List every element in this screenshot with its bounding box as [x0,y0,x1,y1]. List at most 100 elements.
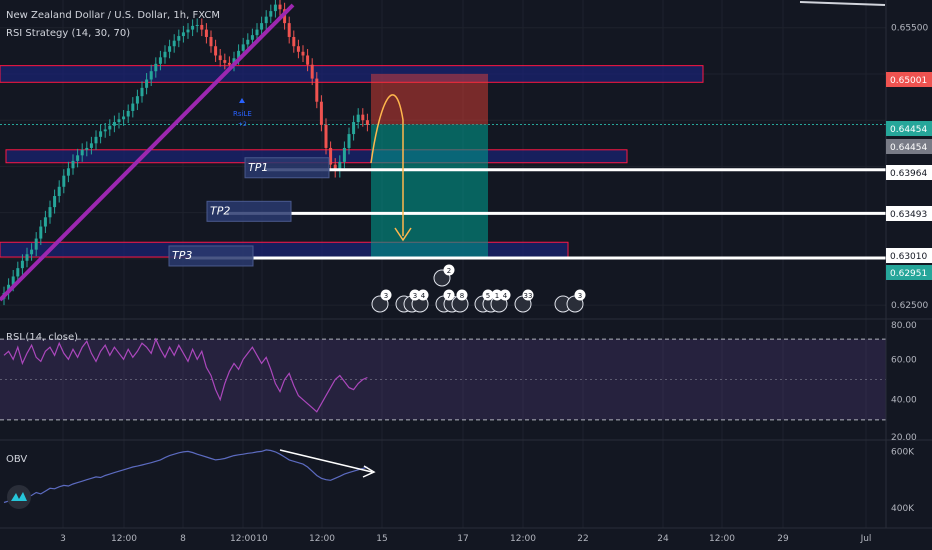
price-label-tag[interactable] [886,121,932,136]
time-axis[interactable]: 3 12:00 8 12:00 10 12:00 15 17 12:00 22 24 12:00 29 J… [60,534,871,544]
candle-body [237,50,241,59]
price-label-tag[interactable] [886,72,932,87]
rsi-axis[interactable]: 80.00 60.00 40.00 20.00 [891,321,917,443]
tp-label: TP2 [210,204,230,217]
candle-body [296,46,300,52]
candle-body [66,168,70,176]
candle-body [85,147,89,150]
price-tick: 0.65500 [891,24,928,34]
price-label: 0.64454 [890,125,927,135]
take-profit-lines[interactable]: TP1 TP2 TP3 [168,157,886,267]
event-count: 4 [421,292,426,300]
rsi-tick: 20.00 [891,433,917,443]
candle-body [34,238,38,250]
strategy-label[interactable]: RSI Strategy (14, 30, 70) [6,28,130,39]
candle-body [195,24,199,26]
price-label-tag[interactable] [886,139,932,154]
obv-pane[interactable]: OBV [3,449,376,504]
candle-body [76,155,80,161]
rsi-band-fill [0,339,886,420]
price-label-tag[interactable] [886,165,932,180]
curved-arrow-drawing[interactable] [370,94,412,242]
time-tick: 17 [457,534,468,544]
candle-body [11,276,15,285]
candle-body [273,4,277,12]
candle-body [16,268,20,277]
price-label: 0.65001 [890,76,927,86]
time-tick: 12:00 [230,534,256,544]
tp-label-box[interactable] [244,157,330,179]
trendline[interactable] [0,3,295,302]
rsi-tick: 80.00 [891,321,917,331]
tp-label-box[interactable] [206,200,292,222]
candle-body [163,51,167,58]
main-title: New Zealand Dollar / U.S. Dollar, 1h, FX… [6,10,220,21]
event-count: 2 [447,267,451,275]
candle-body [306,55,310,65]
rsi-label[interactable]: RSI (14, close) [6,332,78,343]
logo [7,485,31,509]
candle-body [352,122,356,135]
candle-body [264,16,268,24]
time-tick: 24 [657,534,669,544]
candle-body [43,217,47,227]
candle-body [89,143,93,148]
candle-body [361,114,365,121]
candle-body [158,57,162,64]
event-badges[interactable]: 3 3 4 7 8 5 1 4 33 32 [371,264,586,313]
candle-body [269,11,273,17]
price-label: 0.64454 [890,143,927,153]
candle-body [131,103,135,111]
event-count: 3 [384,292,388,300]
candle-body [250,35,254,40]
price-label: 0.62951 [890,269,927,279]
price-tick: 0.62500 [891,301,928,311]
price-label-tag[interactable] [886,248,932,263]
candle-body [80,149,84,156]
time-tick: 22 [577,534,588,544]
time-tick: 12:00 [709,534,735,544]
candle-body [204,29,208,37]
price-label: 0.63010 [890,252,927,262]
candle-body [39,226,43,239]
obv-axis[interactable]: 600K 400K [891,447,915,514]
price-label: 0.63964 [890,169,927,179]
rsi-pane[interactable]: RSI (14, close) [0,332,886,421]
candle-body [25,254,29,261]
tp-label-box[interactable] [168,245,254,267]
candle-body [278,4,282,10]
candle-body [145,79,149,88]
event-count-badge [380,289,392,301]
time-tick: 12:00 [510,534,536,544]
candle-body [218,55,222,61]
candle-body [94,136,98,144]
price-axis[interactable]: 0.65500 0.62500 0.65001 0.64454 0.64454 0.639… [886,24,932,311]
candle-body [122,116,126,120]
short-position-tool[interactable] [371,73,488,258]
candle-body [223,60,227,63]
event-count: 33 [524,292,533,300]
candle-body [227,62,231,65]
stop-loss-zone[interactable] [371,73,488,125]
obv-label[interactable]: OBV [6,454,27,465]
obv-divergence-arrow[interactable] [279,449,376,478]
event-count: 1 [495,292,499,300]
candle-body [209,36,213,47]
candle-body [287,23,291,37]
logo-icon [11,492,27,501]
candle-body [126,110,130,117]
price-label-tag[interactable] [886,206,932,221]
price-label-tag[interactable] [886,265,932,280]
take-profit-zone[interactable] [371,124,488,258]
event-count: 3 [578,292,582,300]
candle-body [329,147,333,165]
rsi-tick: 60.00 [891,355,917,365]
candle-body [255,29,259,36]
zone-rect[interactable] [0,65,704,83]
candle-body [324,124,328,148]
candle-body [319,101,323,125]
event-count-badge [482,289,494,301]
candle-body [356,114,360,123]
